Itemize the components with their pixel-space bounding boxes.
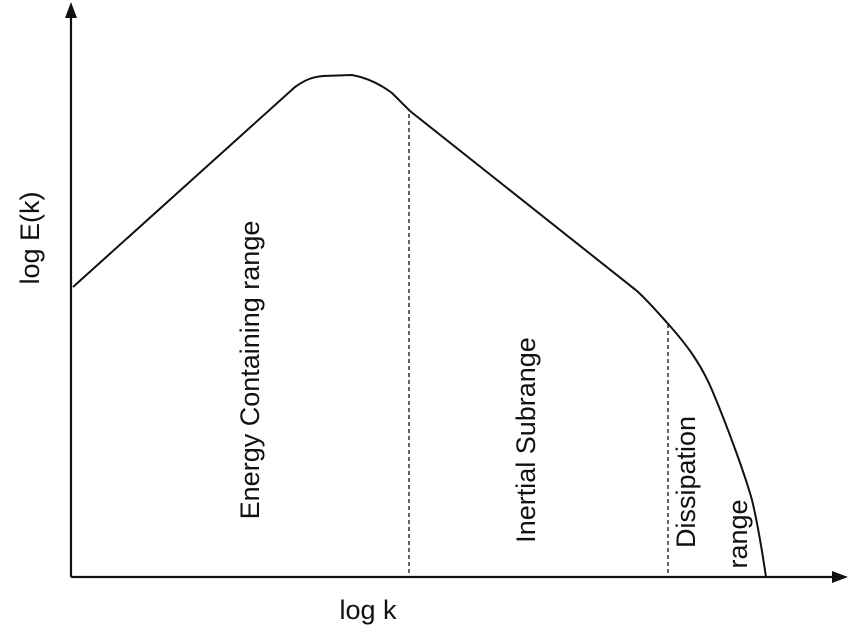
dissipation-range-label-line2: range bbox=[723, 499, 753, 568]
y-axis-label: log E(k) bbox=[15, 191, 45, 284]
x-axis-label: log k bbox=[339, 595, 397, 625]
dissipation-range-label-line1: Dissipation bbox=[671, 416, 701, 548]
energy-spectrum-curve bbox=[72, 74, 767, 578]
x-axis-arrowhead bbox=[832, 571, 848, 583]
inertial-subrange-label: Inertial Subrange bbox=[511, 337, 541, 543]
y-axis-arrowhead bbox=[65, 2, 77, 18]
energy-containing-range-label: Energy Containing range bbox=[235, 221, 265, 520]
